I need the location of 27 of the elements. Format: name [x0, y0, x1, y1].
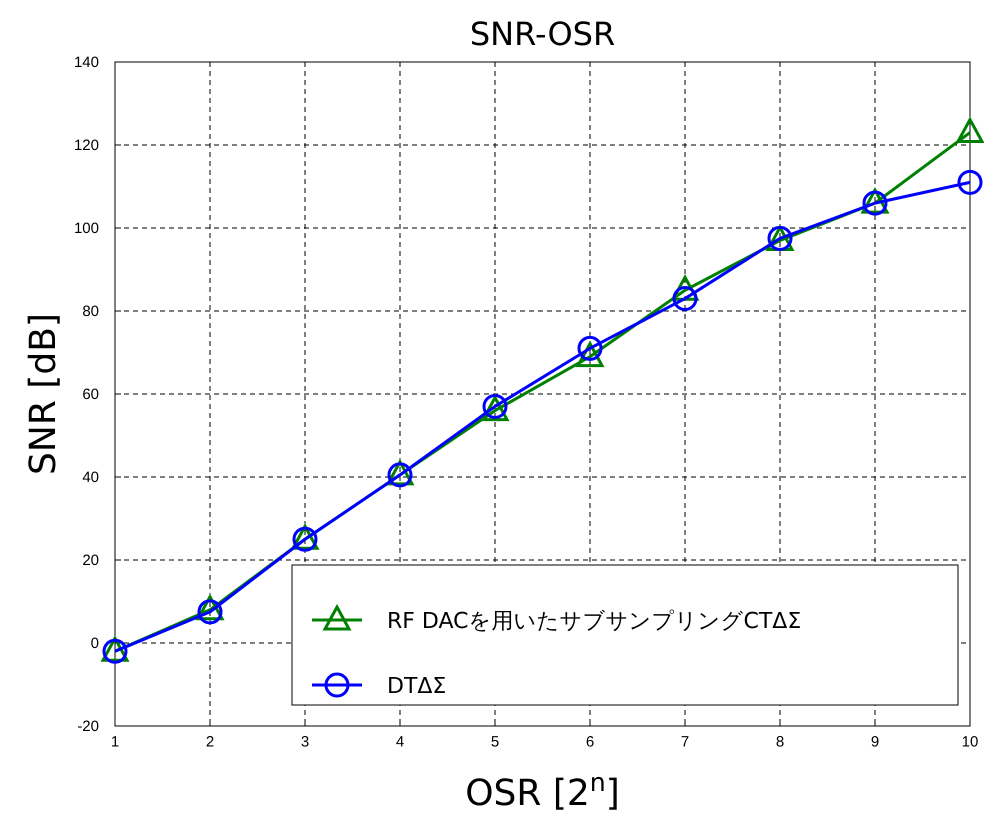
x-tick-label: 4 [396, 734, 404, 751]
legend-label: DTΔΣ [387, 674, 446, 699]
y-tick-label: 80 [82, 302, 99, 320]
x-axis-title: OSR [2$^{n}$] [465, 768, 620, 814]
y-axis-title: SNR [dB] [23, 313, 64, 475]
y-tick-label: 0 [90, 634, 99, 652]
point [956, 118, 984, 144]
y-tick-label: 40 [82, 468, 99, 486]
y-tick-label: 20 [82, 552, 99, 569]
x-tick-label: 6 [586, 734, 594, 751]
x-tick-label: 7 [680, 734, 690, 751]
point [672, 286, 698, 312]
y-tick-label: 100 [74, 220, 99, 237]
point [958, 170, 982, 195]
y-tick-label: -20 [77, 718, 99, 735]
x-tick-label: 9 [870, 734, 880, 751]
chart-title: SNR-OSR [470, 15, 616, 53]
x-tick-label: 5 [490, 734, 500, 751]
x-tick-label: 3 [300, 734, 310, 751]
x-tick-label: 10 [962, 734, 978, 751]
y-tick-label: 120 [74, 136, 99, 154]
x-tick-label: 8 [776, 734, 784, 751]
x-tick-label: 1 [110, 734, 120, 751]
legend-label: RF DACを用いたサブサンプリングCTΔΣ [387, 609, 802, 634]
y-tick-label: 60 [82, 386, 99, 403]
x-tick-label: 2 [206, 734, 214, 751]
y-tick-label: 140 [74, 54, 99, 71]
